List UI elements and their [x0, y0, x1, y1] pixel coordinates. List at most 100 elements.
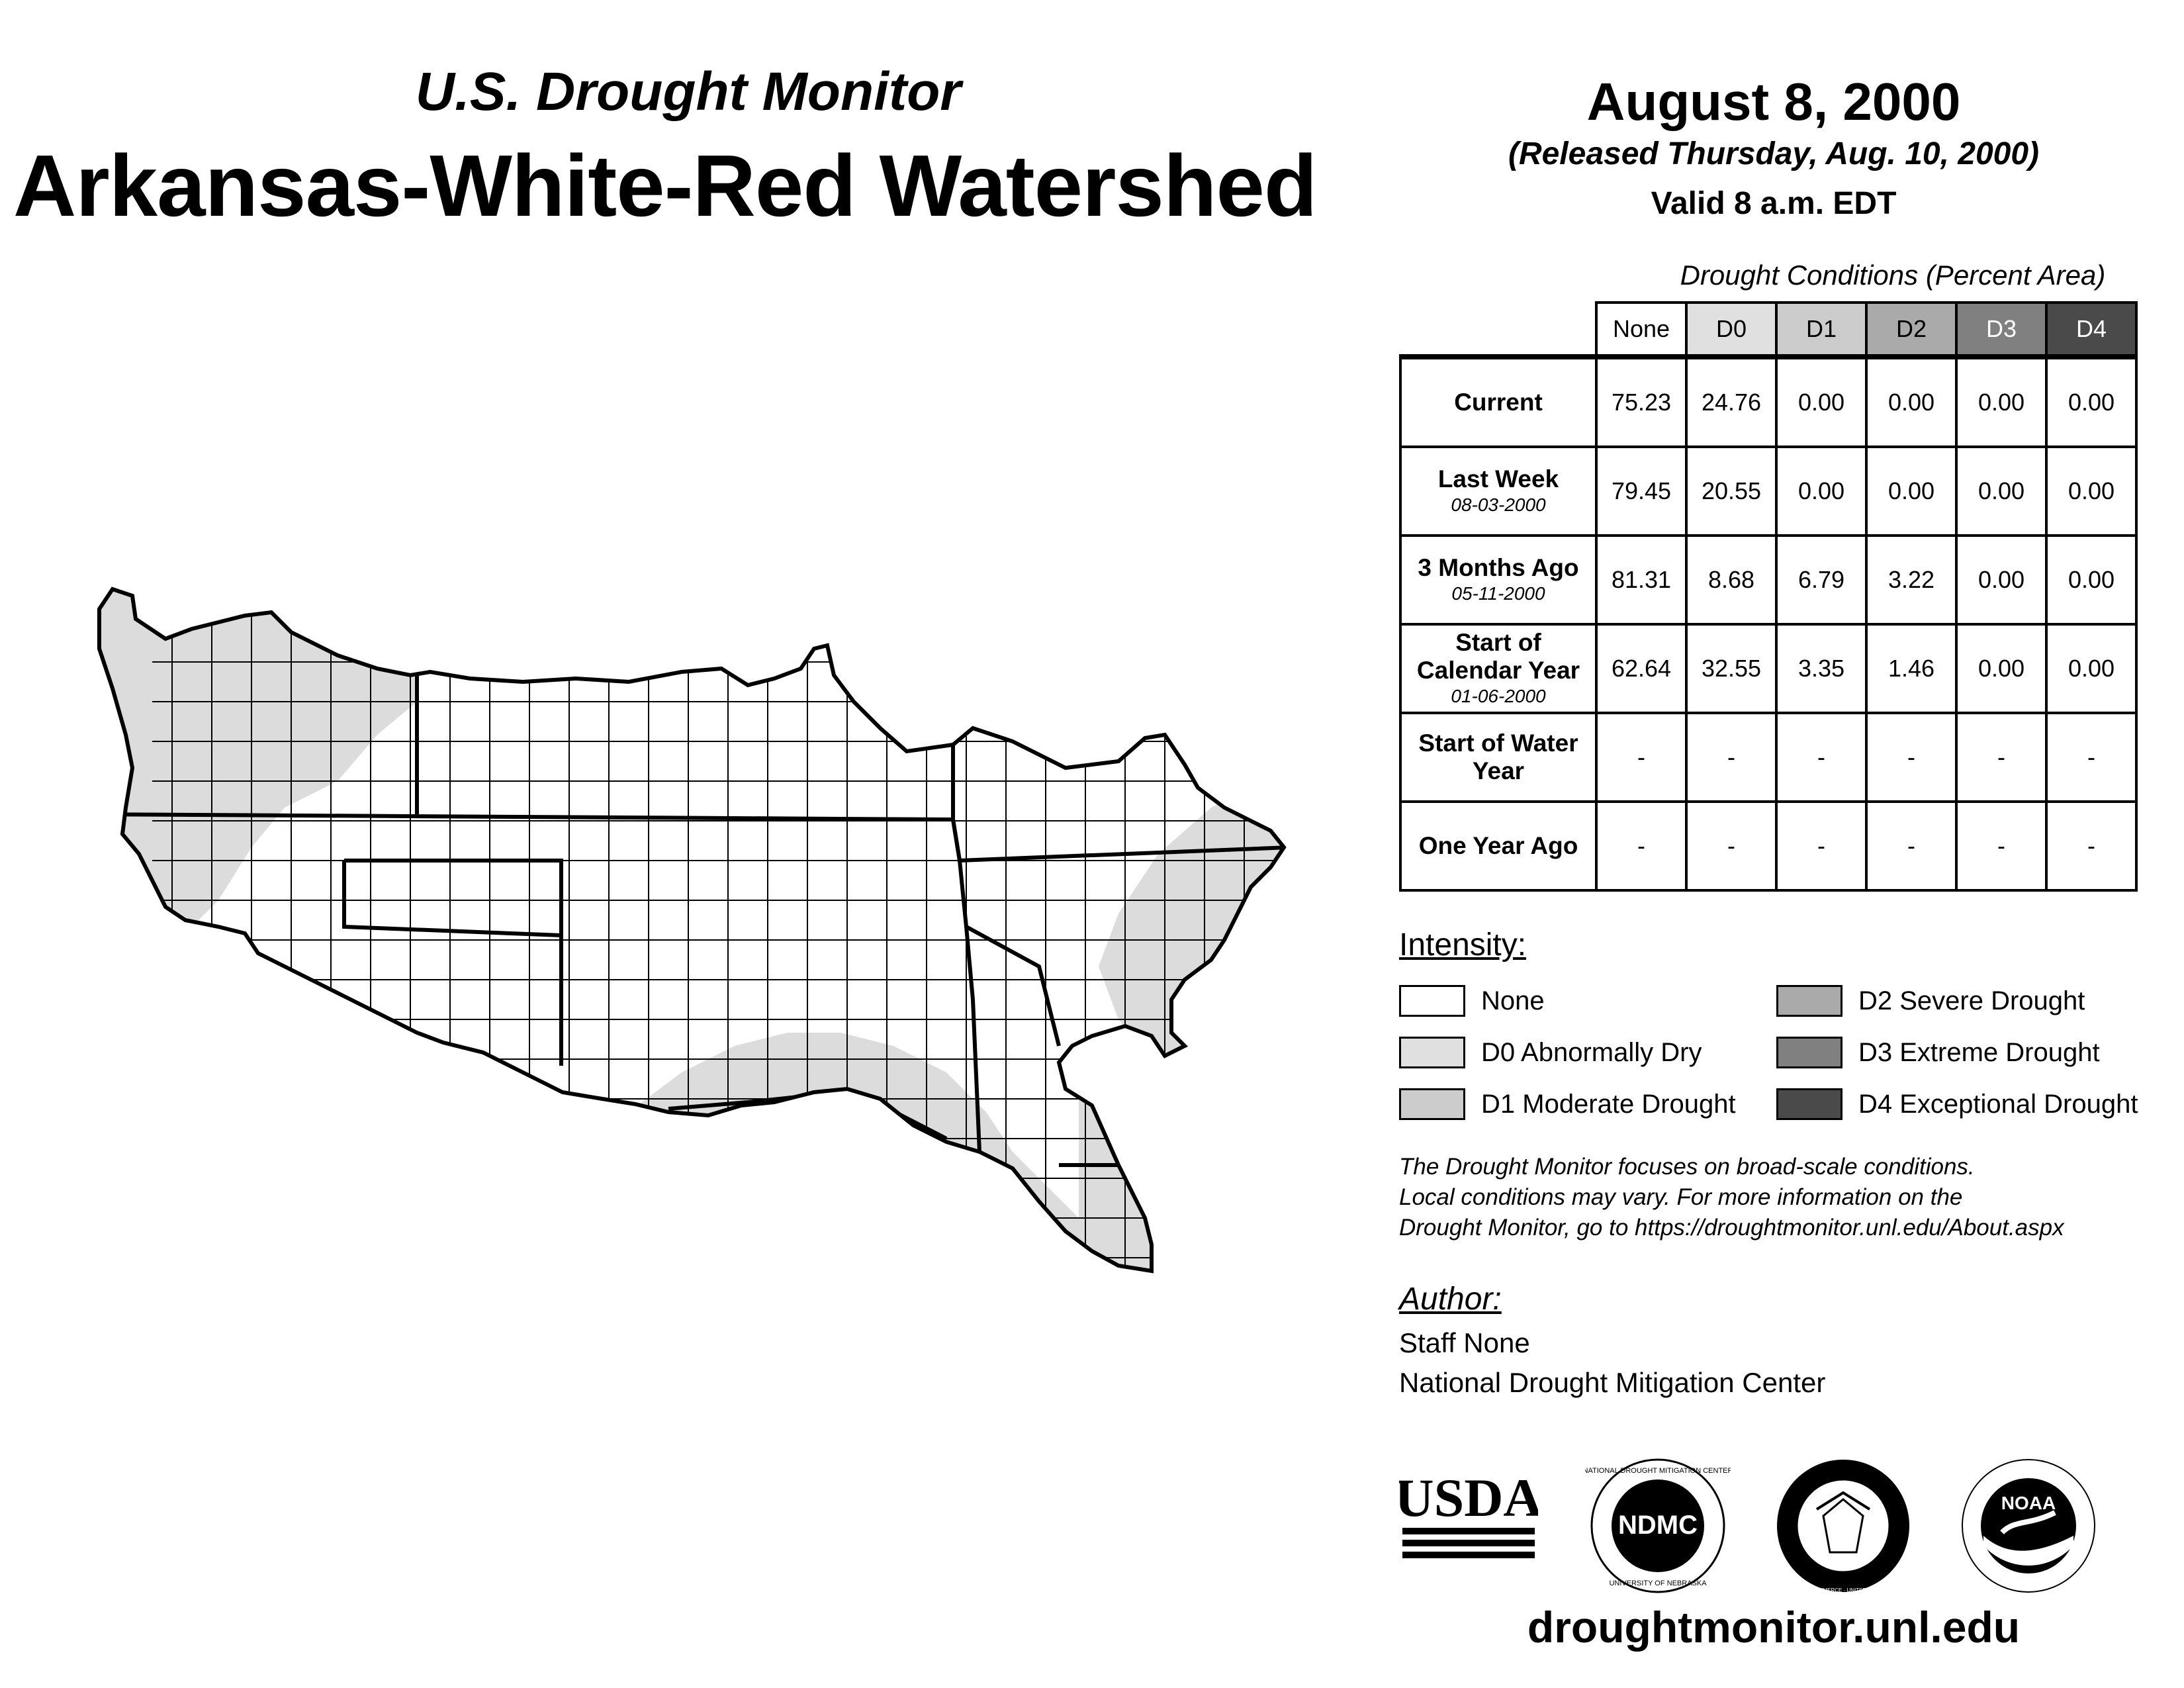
legend-label: D2 Severe Drought	[1858, 986, 2085, 1015]
col-header-d2: D2	[1865, 301, 1958, 358]
cell-d0: 20.55	[1685, 445, 1778, 537]
row-label: Start of Water Year	[1399, 712, 1598, 803]
svg-text:NATIONAL DROUGHT MITIGATION CE: NATIONAL DROUGHT MITIGATION CENTER	[1585, 1467, 1731, 1475]
row-label: Last Week 08-03-2000	[1399, 445, 1598, 537]
cell-d1: -	[1775, 800, 1868, 892]
website-url[interactable]: droughtmonitor.unl.edu	[1527, 1603, 2021, 1652]
cell-d0: -	[1685, 800, 1778, 892]
watershed-border	[97, 586, 1287, 1274]
eagle-shield-icon	[1822, 1498, 1864, 1554]
table-row: 3 Months Ago 05-11-2000 81.31 8.68 6.79 3…	[1399, 534, 2138, 626]
cell-none: 81.31	[1595, 534, 1688, 626]
table-row: Last Week 08-03-2000 79.45 20.55 0.00 0.0…	[1399, 445, 2138, 537]
author-heading: Author:	[1399, 1282, 1502, 1317]
disclaimer-note: The Drought Monitor focuses on broad-sca…	[1399, 1154, 2064, 1241]
watershed-map	[97, 586, 1287, 1274]
cell-d0: -	[1685, 712, 1778, 803]
cell-d3: 0.00	[1955, 354, 2048, 448]
ndmc-logo: NDMC NATIONAL DROUGHT MITIGATION CENTER …	[1585, 1458, 1731, 1593]
row-date: 08-03-2000	[1451, 494, 1546, 515]
row-date: 01-06-2000	[1451, 686, 1546, 706]
legend-item: D0 Abnormally Dry	[1399, 1035, 1702, 1070]
map-subtitle: U.S. Drought Monitor	[415, 62, 962, 122]
svg-text:NDMC: NDMC	[1618, 1511, 1698, 1540]
row-label: Start of Calendar Year 01-06-2000	[1399, 623, 1598, 714]
cell-d4: 0.00	[2045, 354, 2138, 448]
cell-d3: -	[1955, 712, 2048, 803]
cell-none: -	[1595, 712, 1688, 803]
legend-item: None	[1399, 983, 1545, 1019]
svg-text:UNIVERSITY OF NEBRASKA: UNIVERSITY OF NEBRASKA	[1609, 1579, 1707, 1587]
cell-d1: 0.00	[1775, 445, 1868, 537]
cell-d0: 32.55	[1685, 623, 1778, 714]
cell-d1: 6.79	[1775, 534, 1868, 626]
cell-d1: 3.35	[1775, 623, 1868, 714]
cell-d3: -	[1955, 800, 2048, 892]
legend-label: None	[1481, 986, 1545, 1015]
legend-swatch-d0	[1399, 1037, 1465, 1068]
cell-d1: -	[1775, 712, 1868, 803]
cell-d4: 0.00	[2045, 445, 2138, 537]
cell-d0: 8.68	[1685, 534, 1778, 626]
author-name: Staff None	[1399, 1327, 1530, 1358]
table-caption: Drought Conditions (Percent Area)	[1680, 259, 2106, 291]
row-label: One Year Ago	[1399, 800, 1598, 892]
cell-d2: 0.00	[1865, 445, 1958, 537]
legend-label: D1 Moderate Drought	[1481, 1089, 1736, 1119]
row-label: Current	[1399, 354, 1598, 448]
legend-swatch-none	[1399, 985, 1465, 1017]
row-label: 3 Months Ago 05-11-2000	[1399, 534, 1598, 626]
watershed-outline	[99, 589, 1284, 1271]
cell-none: 75.23	[1595, 354, 1688, 448]
legend-label: D0 Abnormally Dry	[1481, 1037, 1702, 1067]
cell-d2: -	[1865, 800, 1958, 892]
usda-logo: USDA	[1399, 1468, 1538, 1558]
valid-time: Valid 8 a.m. EDT	[1651, 186, 1897, 221]
legend-item: D1 Moderate Drought	[1399, 1086, 1736, 1122]
legend-item: D3 Extreme Drought	[1776, 1035, 2100, 1070]
legend-label: D4 Exceptional Drought	[1858, 1089, 2138, 1119]
cell-d4: 0.00	[2045, 534, 2138, 626]
cell-d4: -	[2045, 800, 2138, 892]
legend-item: D2 Severe Drought	[1776, 983, 2085, 1019]
map-date: August 8, 2000	[1586, 72, 1961, 131]
cell-d3: 0.00	[1955, 534, 2048, 626]
cell-d3: 0.00	[1955, 445, 2048, 537]
cell-d3: 0.00	[1955, 623, 2048, 714]
cell-d2: 3.22	[1865, 534, 1958, 626]
noaa-logo: NOAA	[1962, 1459, 2095, 1593]
cell-d2: 1.46	[1865, 623, 1958, 714]
legend-label: D3 Extreme Drought	[1858, 1037, 2100, 1067]
table-row: Current 75.23 24.76 0.00 0.00 0.00 0.00	[1399, 354, 2138, 448]
cell-d4: -	[2045, 712, 2138, 803]
svg-text:NOAA: NOAA	[2001, 1493, 2056, 1513]
legend-title: Intensity:	[1399, 927, 1527, 962]
legend-swatch-d1	[1399, 1088, 1465, 1120]
legend-swatch-d2	[1776, 985, 1843, 1017]
doc-seal-logo: DEPARTMENT OF COMMERCE · UNITED STATES O…	[1770, 1460, 1916, 1593]
map-title: Arkansas-White-Red Watershed	[13, 137, 1318, 234]
legend-item: D4 Exceptional Drought	[1776, 1086, 2138, 1122]
cell-none: 62.64	[1595, 623, 1688, 714]
legend-swatch-d3	[1776, 1037, 1843, 1068]
cell-none: 79.45	[1595, 445, 1688, 537]
author-organization: National Drought Mitigation Center	[1399, 1367, 1826, 1398]
table-header-row: None D0 D1 D2 D3 D4	[1400, 301, 2138, 358]
drought-conditions-table: None D0 D1 D2 D3 D4 Current 75.23 24.76 …	[1399, 301, 2138, 892]
col-header-d1: D1	[1775, 301, 1868, 358]
col-header-d0: D0	[1685, 301, 1778, 358]
col-header-d4: D4	[2045, 301, 2138, 358]
cell-d4: 0.00	[2045, 623, 2138, 714]
cell-d2: -	[1865, 712, 1958, 803]
table-row: Start of Calendar Year 01-06-2000 62.64 3…	[1399, 623, 2138, 714]
table-row: One Year Ago - - - - - -	[1399, 800, 2138, 892]
cell-d1: 0.00	[1775, 354, 1868, 448]
legend-swatch-d4	[1776, 1088, 1843, 1120]
cell-none: -	[1595, 800, 1688, 892]
col-header-none: None	[1595, 301, 1688, 358]
table-row: Start of Water Year - - - - - -	[1399, 712, 2138, 803]
release-date: (Released Thursday, Aug. 10, 2000)	[1508, 136, 2040, 171]
svg-text:DEPARTMENT OF COMMERCE · UNITE: DEPARTMENT OF COMMERCE · UNITED STATES O…	[1770, 1587, 1916, 1593]
svg-text:USDA: USDA	[1399, 1468, 1538, 1528]
row-date: 05-11-2000	[1451, 583, 1545, 604]
